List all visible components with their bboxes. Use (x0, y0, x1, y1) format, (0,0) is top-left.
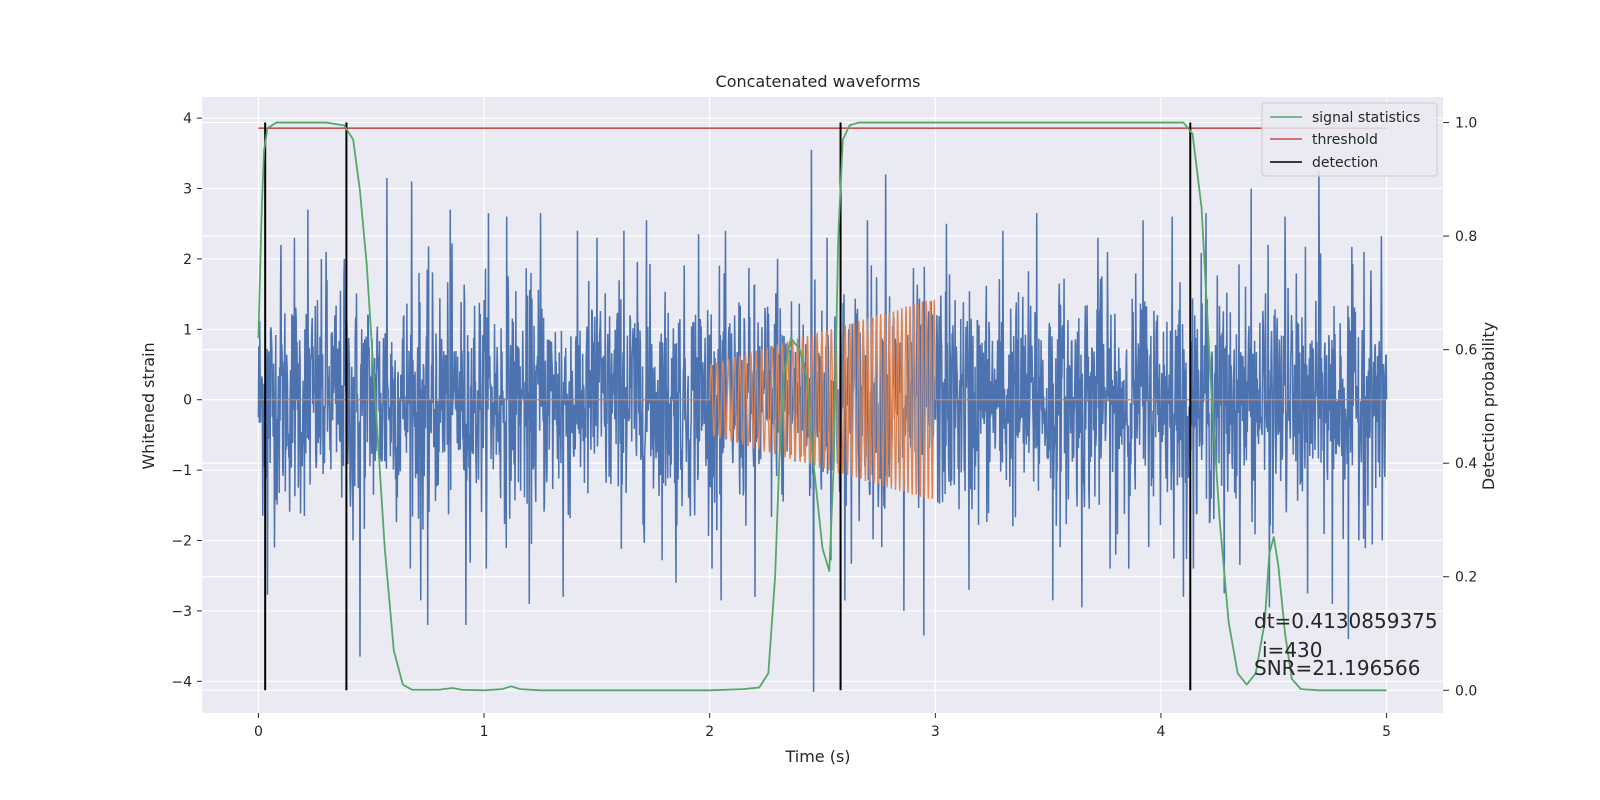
annotation-i: i=430 (1262, 638, 1323, 662)
x-tick: 5 (1382, 713, 1391, 740)
legend: signal statistics threshold detection (1261, 102, 1438, 177)
y-tick-label: 0 (183, 393, 192, 409)
x-tick: 2 (705, 713, 714, 740)
x-axis-label: Time (s) (784, 747, 850, 766)
y2-tick-label: 0.4 (1455, 456, 1477, 472)
legend-box (1261, 102, 1438, 177)
x-tick: 1 (480, 713, 489, 740)
y2-tick: 1.0 (1443, 116, 1477, 132)
y-tick: 3 (183, 182, 202, 198)
x-tick-label: 0 (254, 724, 263, 740)
y2-tick-label: 0.0 (1455, 683, 1477, 699)
y2-tick: 0.4 (1443, 456, 1477, 472)
x-tick-label: 4 (1156, 724, 1165, 740)
y-tick: 1 (183, 322, 202, 338)
y2-axis-label: Detection probability (1479, 322, 1498, 490)
x-tick-label: 2 (705, 724, 714, 740)
legend-label-signal-statistics: signal statistics (1312, 110, 1420, 126)
x-tick-label: 5 (1382, 724, 1391, 740)
y-tick: −4 (171, 674, 202, 690)
y-tick-label: 4 (183, 111, 192, 127)
y2-tick-label: 0.2 (1455, 570, 1477, 586)
annotation-snr: SNR=21.196566 (1254, 656, 1420, 680)
y-tick: −2 (171, 534, 202, 550)
series-template (258, 299, 1387, 500)
x-tick: 0 (254, 713, 263, 740)
y2-tick: 0.2 (1443, 570, 1477, 586)
x-tick-label: 3 (931, 724, 940, 740)
y-tick-label: 2 (183, 252, 192, 268)
series-group (257, 121, 1388, 692)
y2-tick: 0.8 (1443, 229, 1477, 245)
y-tick: −1 (171, 463, 202, 479)
y2-tick-label: 0.8 (1455, 229, 1477, 245)
y2-tick: 0.6 (1443, 343, 1477, 359)
y-axis-ticks: −4 −3 −2 −1 0 1 2 3 4 (171, 111, 202, 690)
annotation: dt=0.4130859375 i=430 SNR=21.196566 (1254, 609, 1438, 680)
y2-tick-label: 1.0 (1455, 116, 1477, 132)
y-tick-label: 3 (183, 182, 192, 198)
y-tick: 0 (183, 393, 202, 409)
y-tick: 4 (183, 111, 202, 127)
x-axis-ticks: 0 1 2 3 4 5 (254, 713, 1391, 740)
y-tick-label: −4 (171, 674, 192, 690)
y-axis-label: Whitened strain (139, 342, 158, 469)
y2-tick: 0.0 (1443, 683, 1477, 699)
x-tick: 3 (931, 713, 940, 740)
x-tick: 4 (1156, 713, 1165, 740)
series-strain (257, 149, 1388, 692)
y-tick-label: −3 (171, 604, 192, 620)
chart-title: Concatenated waveforms (716, 72, 921, 91)
x-tick-label: 1 (480, 724, 489, 740)
y-tick: −3 (171, 604, 202, 620)
y-tick-label: 1 (183, 322, 192, 338)
y-tick-label: −2 (171, 534, 192, 550)
y2-tick-label: 0.6 (1455, 343, 1477, 359)
legend-label-detection: detection (1312, 155, 1378, 171)
y2-axis-ticks: 0.0 0.2 0.4 0.6 0.8 1.0 (1443, 116, 1477, 699)
series-signal-statistics (257, 121, 1387, 692)
annotation-dt: dt=0.4130859375 (1254, 609, 1438, 633)
y-tick-label: −1 (171, 463, 192, 479)
y-tick: 2 (183, 252, 202, 268)
legend-label-threshold: threshold (1312, 132, 1378, 148)
